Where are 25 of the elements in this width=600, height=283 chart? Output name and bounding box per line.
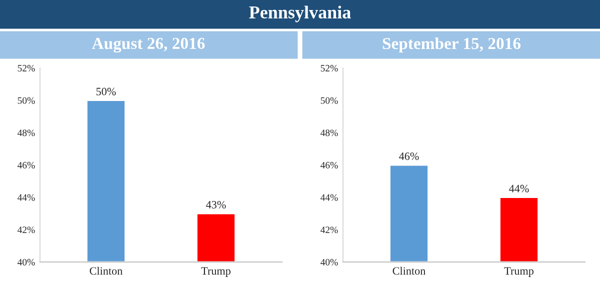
chart-title: Pennsylvania	[249, 6, 351, 22]
y-tick-label: 52%	[18, 64, 35, 72]
y-tick-label: 46%	[320, 162, 338, 168]
y-tick-label: 42%	[18, 226, 35, 234]
chart-subtitle: September 15, 2016	[382, 37, 521, 53]
y-tick-label: 50%	[320, 97, 338, 104]
data-label: 46%	[399, 152, 419, 160]
y-tick-label: 40%	[18, 258, 35, 266]
y-tick-label: 48%	[18, 130, 35, 136]
x-tick-label: Trump	[201, 267, 230, 277]
y-tick-label: 42%	[320, 226, 338, 234]
x-tick-label: Clinton	[392, 266, 426, 275]
x-tick-label: Clinton	[90, 266, 122, 275]
y-tick-label: 44%	[18, 194, 35, 201]
y-tick-label: 52%	[320, 64, 338, 72]
y-tick-label: 50%	[18, 97, 35, 104]
chart-subtitle: August 26, 2016	[92, 38, 205, 53]
y-tick-label: 44%	[320, 194, 338, 201]
y-tick-label: 48%	[320, 130, 338, 136]
y-tick-label: 40%	[320, 258, 338, 266]
data-label: 50%	[96, 88, 116, 96]
data-label: 44%	[509, 184, 529, 192]
x-tick-label: Trump	[504, 267, 534, 277]
y-tick-label: 46%	[18, 162, 35, 168]
data-label: 43%	[206, 200, 226, 208]
